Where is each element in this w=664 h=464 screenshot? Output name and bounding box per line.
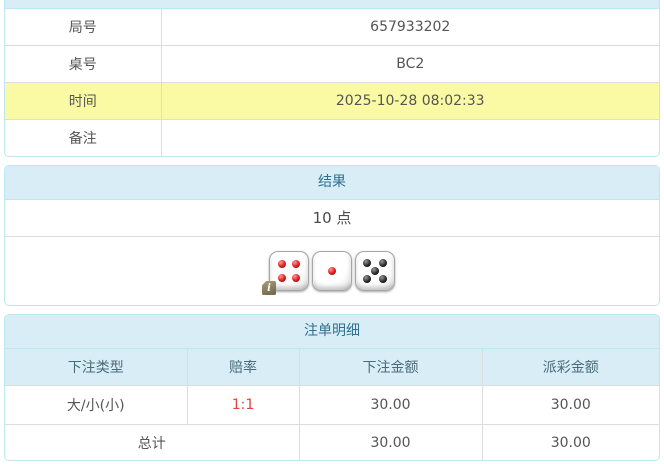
result-points: 10 点 <box>5 200 659 237</box>
total-row: 总计 30.00 30.00 <box>5 424 659 460</box>
die-pip <box>362 275 371 284</box>
info-badge-icon[interactable]: i <box>262 281 276 295</box>
info-row-time: 时间 2025-10-28 08:02:33 <box>5 82 659 120</box>
die-pip <box>292 274 301 283</box>
time-value: 2025-10-28 08:02:33 <box>161 82 659 120</box>
bet-odds-cell: 1:1 <box>186 385 299 425</box>
die-pip <box>379 258 388 267</box>
die-pip <box>292 259 301 268</box>
game-info-panel: 局号 657933202 桌号 BC2 时间 2025-10-28 08:02:… <box>4 0 660 157</box>
table-label: 桌号 <box>5 45 162 83</box>
die-pip <box>328 267 336 275</box>
bets-panel: 注单明细 下注类型 赔率 下注金额 派彩金额 大/小(小) 1:1 30.00 … <box>4 314 660 461</box>
die-pip <box>379 275 388 284</box>
game-info-header-strip <box>5 0 659 9</box>
total-label-cell: 总计 <box>5 424 299 460</box>
bet-payout-cell: 30.00 <box>481 385 659 425</box>
game-info-table: 局号 657933202 桌号 BC2 时间 2025-10-28 08:02:… <box>5 9 659 156</box>
result-panel-title: 结果 <box>5 166 659 200</box>
col-payout-amount: 派彩金额 <box>481 349 659 386</box>
round-value: 657933202 <box>370 19 451 35</box>
round-label: 局号 <box>5 9 162 46</box>
die-2-face-1 <box>312 251 352 291</box>
remark-value <box>161 119 659 156</box>
col-bet-type: 下注类型 <box>5 349 187 386</box>
info-row-round: 局号 657933202 <box>5 9 659 46</box>
die-pip <box>362 258 371 267</box>
table-value: BC2 <box>161 45 659 83</box>
info-row-table: 桌号 BC2 <box>5 45 659 83</box>
bets-header-row: 下注类型 赔率 下注金额 派彩金额 <box>5 349 659 386</box>
remark-label: 备注 <box>5 119 162 156</box>
info-row-remark: 备注 <box>5 119 659 156</box>
die-pip <box>277 274 286 283</box>
dice-row: i <box>5 237 659 305</box>
die-pip <box>371 267 379 275</box>
die-1-face-4: i <box>262 251 309 295</box>
bet-amount-cell: 30.00 <box>298 385 482 425</box>
bet-row: 大/小(小) 1:1 30.00 30.00 <box>5 385 659 425</box>
die-pip <box>277 259 286 268</box>
time-label: 时间 <box>5 82 162 120</box>
total-bet-cell: 30.00 <box>298 424 482 460</box>
col-odds: 赔率 <box>186 349 299 386</box>
col-bet-amount: 下注金额 <box>298 349 482 386</box>
bet-type-cell: 大/小(小) <box>5 385 187 425</box>
total-payout-cell: 30.00 <box>481 424 659 460</box>
die-3-face-5 <box>355 251 395 291</box>
bets-table: 下注类型 赔率 下注金额 派彩金额 大/小(小) 1:1 30.00 30.00… <box>5 349 659 460</box>
bets-panel-title: 注单明细 <box>5 315 659 349</box>
result-panel: 结果 10 点 i <box>4 165 660 306</box>
